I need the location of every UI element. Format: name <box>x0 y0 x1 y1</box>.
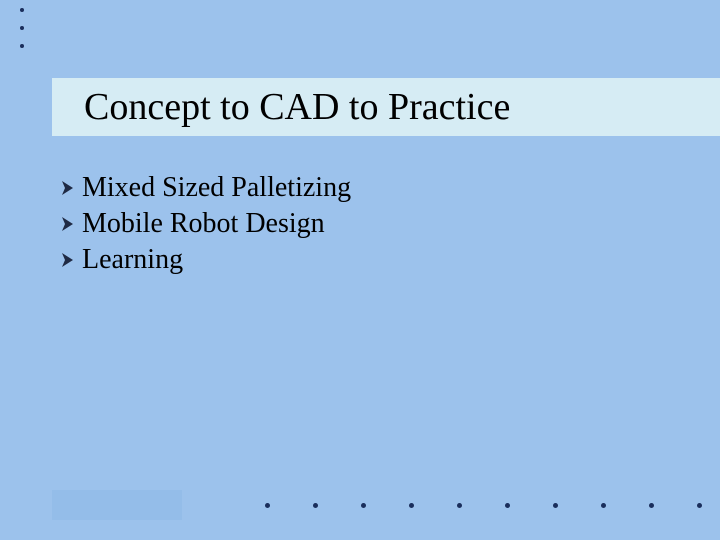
dot-icon <box>649 503 654 508</box>
bullet-text: Mobile Robot Design <box>82 208 325 240</box>
dot-icon <box>553 503 558 508</box>
chevron-right-icon <box>58 250 78 270</box>
bullet-text: Learning <box>82 244 183 276</box>
bullet-list: Mixed Sized Palletizing Mobile Robot Des… <box>58 172 351 280</box>
dot-icon <box>601 503 606 508</box>
chevron-right-icon <box>58 178 78 198</box>
slide-title: Concept to CAD to Practice <box>84 85 510 129</box>
list-item: Mobile Robot Design <box>58 208 351 240</box>
list-item: Learning <box>58 244 351 276</box>
dot-icon <box>697 503 702 508</box>
dot-icon <box>20 44 24 48</box>
title-band: Concept to CAD to Practice <box>52 78 720 136</box>
decorative-dots-top <box>20 8 24 48</box>
dot-icon <box>265 503 270 508</box>
dot-icon <box>20 26 24 30</box>
dot-icon <box>20 8 24 12</box>
dot-icon <box>505 503 510 508</box>
dot-icon <box>313 503 318 508</box>
decorative-bottom-band <box>52 490 182 520</box>
bullet-text: Mixed Sized Palletizing <box>82 172 351 204</box>
chevron-right-icon <box>58 214 78 234</box>
decorative-dots-bottom <box>265 503 702 508</box>
list-item: Mixed Sized Palletizing <box>58 172 351 204</box>
dot-icon <box>409 503 414 508</box>
dot-icon <box>457 503 462 508</box>
dot-icon <box>361 503 366 508</box>
